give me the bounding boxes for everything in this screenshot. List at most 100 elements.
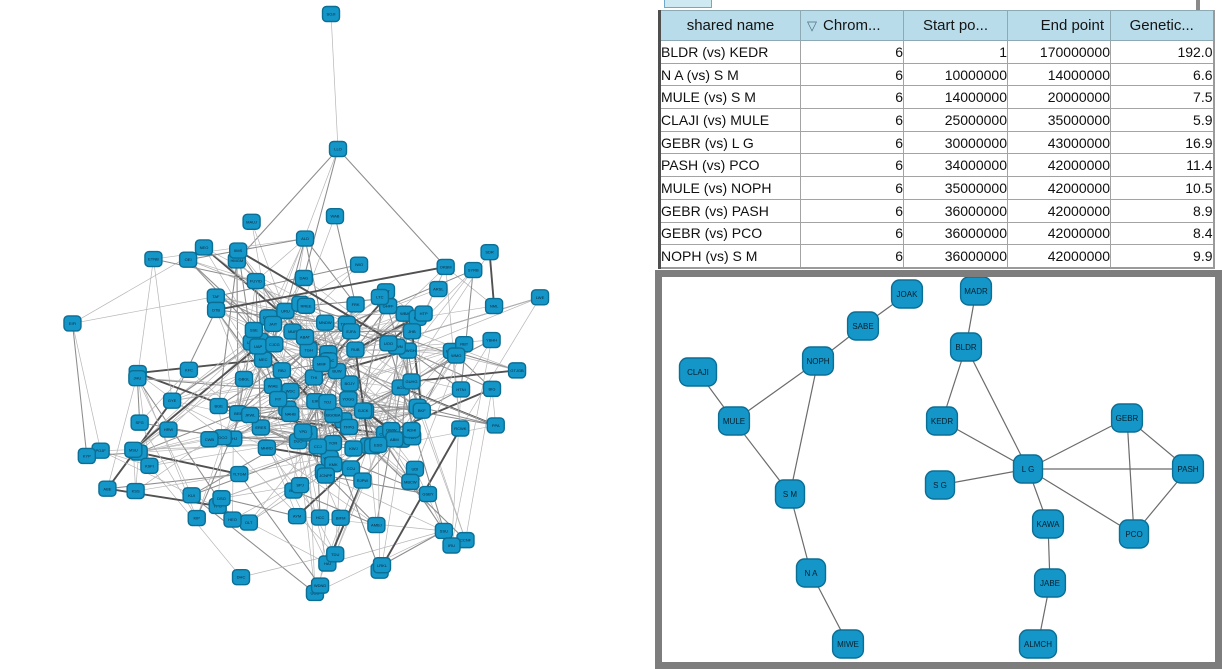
- network-node[interactable]: KAWA: [1031, 509, 1065, 539]
- network-node[interactable]: LRKL: [372, 557, 392, 574]
- table-cell-chromosome[interactable]: 6: [800, 176, 904, 200]
- network-node[interactable]: JABE: [1033, 568, 1067, 598]
- network-node[interactable]: HRW: [159, 421, 178, 438]
- network-node[interactable]: ESD: [369, 436, 388, 453]
- table-cell-end_point[interactable]: 42000000: [1007, 198, 1111, 223]
- network-node[interactable]: RCWK: [451, 420, 470, 437]
- network-node[interactable]: YOR: [323, 434, 343, 452]
- network-node[interactable]: SDR: [480, 244, 499, 261]
- network-node[interactable]: S G: [924, 470, 956, 500]
- network-node[interactable]: KUI: [182, 487, 201, 504]
- network-node[interactable]: BIG: [482, 380, 502, 398]
- network-node[interactable]: IRU: [442, 537, 461, 554]
- network-node[interactable]: RBJ: [272, 362, 292, 379]
- network-node[interactable]: MBCW: [401, 473, 420, 491]
- table-cell-shared_name[interactable]: CLAJI (vs) MULE: [659, 108, 801, 132]
- table-cell-genetic[interactable]: 7.5: [1110, 85, 1214, 110]
- table-cell-chromosome[interactable]: 6: [800, 85, 904, 110]
- column-header-end_point[interactable]: End point: [1007, 10, 1111, 41]
- network-node[interactable]: RREE: [296, 297, 316, 315]
- table-cell-start_point[interactable]: 1: [903, 40, 1008, 64]
- table-row[interactable]: CLAJI (vs) MULE 6 25000000 35000000 5.9: [659, 108, 1214, 132]
- table-row[interactable]: GEBR (vs) PCO 6 36000000 42000000 8.4: [659, 221, 1214, 246]
- network-node[interactable]: ABM: [385, 431, 404, 448]
- network-node[interactable]: KWJ: [344, 440, 363, 457]
- network-node[interactable]: WMO: [447, 347, 466, 364]
- table-cell-end_point[interactable]: 170000000: [1007, 40, 1111, 64]
- table-cell-shared_name[interactable]: MULE (vs) NOPH: [659, 176, 801, 200]
- overview-network-panel[interactable]: SOJILLOBEEERESHMGMCCFHBDFDUOHAIWBAOCPKSF…: [0, 0, 655, 669]
- network-node[interactable]: CJCG: [265, 336, 284, 353]
- network-node[interactable]: LWE: [530, 289, 550, 306]
- table-cell-start_point[interactable]: 30000000: [903, 130, 1008, 155]
- table-cell-genetic[interactable]: 16.9: [1110, 130, 1214, 155]
- network-node[interactable]: HCC: [310, 509, 330, 526]
- network-node[interactable]: SYRB: [464, 261, 483, 279]
- network-node[interactable]: MNDW: [315, 314, 335, 331]
- network-node[interactable]: PPA: [486, 417, 505, 434]
- network-node[interactable]: LTC: [370, 288, 390, 306]
- table-row[interactable]: MULE (vs) NOPH 6 35000000 42000000 10.5: [659, 176, 1214, 200]
- column-header-start_point[interactable]: Start po...: [903, 10, 1008, 41]
- network-node[interactable]: KSFI: [140, 457, 159, 475]
- network-node[interactable]: GJCK: [353, 402, 373, 419]
- table-row[interactable]: GEBR (vs) L G 6 30000000 43000000 16.9: [659, 130, 1214, 155]
- overview-network-svg[interactable]: SOJILLOBEEERESHMGMCCFHBDFDUOHAIWBAOCPKSF…: [0, 0, 655, 669]
- filter-icon[interactable]: ▽: [807, 18, 817, 33]
- table-cell-genetic[interactable]: 5.9: [1110, 108, 1214, 132]
- network-node[interactable]: UAP: [248, 338, 268, 355]
- network-node[interactable]: GYE: [162, 392, 182, 409]
- network-node[interactable]: JCNPP: [316, 467, 335, 484]
- table-cell-chromosome[interactable]: 6: [800, 40, 904, 64]
- table-cell-genetic[interactable]: 10.5: [1110, 176, 1214, 200]
- network-node[interactable]: KFC: [179, 361, 199, 378]
- network-node[interactable]: NAHB: [281, 405, 300, 423]
- table-cell-end_point[interactable]: 42000000: [1007, 221, 1111, 246]
- table-cell-shared_name[interactable]: N A (vs) S M: [659, 62, 801, 87]
- network-node[interactable]: DSO: [212, 490, 231, 507]
- table-row[interactable]: MULE (vs) S M 6 14000000 20000000 7.5: [659, 85, 1214, 110]
- network-node[interactable]: GEBR: [1110, 403, 1144, 433]
- network-node[interactable]: MAUJ: [242, 213, 261, 231]
- network-node[interactable]: ARSL: [429, 280, 448, 298]
- network-node[interactable]: OEI: [178, 251, 198, 268]
- network-node[interactable]: MULE: [717, 406, 751, 436]
- network-node[interactable]: NML: [484, 297, 504, 315]
- network-node[interactable]: JHU: [128, 370, 147, 387]
- network-node[interactable]: UDI: [405, 460, 425, 478]
- table-cell-genetic[interactable]: 192.0: [1110, 40, 1214, 64]
- network-node[interactable]: KEDR: [925, 406, 959, 436]
- table-row[interactable]: BLDR (vs) KEDR 6 1 170000000 192.0: [659, 40, 1214, 64]
- table-row[interactable]: NOPH (vs) S M 6 36000000 42000000 9.9: [659, 244, 1214, 269]
- table-cell-end_point[interactable]: 14000000: [1007, 62, 1111, 87]
- table-cell-end_point[interactable]: 42000000: [1007, 176, 1111, 200]
- network-node[interactable]: MMF: [312, 355, 331, 373]
- network-node[interactable]: YOGG: [339, 390, 358, 408]
- network-node[interactable]: CWB: [200, 431, 219, 448]
- table-cell-chromosome[interactable]: 6: [800, 198, 904, 223]
- network-node[interactable]: ALMCH: [1018, 629, 1058, 659]
- table-cell-start_point[interactable]: 14000000: [903, 85, 1008, 110]
- table-cell-start_point[interactable]: 34000000: [903, 153, 1008, 178]
- table-cell-start_point[interactable]: 25000000: [903, 108, 1008, 132]
- network-node[interactable]: IWO: [349, 256, 369, 273]
- network-node[interactable]: JKWL: [240, 406, 260, 424]
- network-node[interactable]: JOAK: [890, 279, 924, 309]
- table-row[interactable]: PASH (vs) PCO 6 34000000 42000000 11.4: [659, 153, 1214, 178]
- network-node[interactable]: RJPW: [353, 472, 372, 489]
- network-node[interactable]: ABE: [98, 480, 117, 497]
- table-cell-start_point[interactable]: 36000000: [903, 244, 1008, 269]
- network-node[interactable]: ABAT: [295, 328, 315, 346]
- table-cell-shared_name[interactable]: GEBR (vs) L G: [659, 130, 801, 155]
- table-cell-end_point[interactable]: 42000000: [1007, 244, 1111, 269]
- network-node[interactable]: WAB: [325, 207, 345, 225]
- network-node[interactable]: OKBM: [436, 258, 455, 276]
- column-header-chromosome[interactable]: ▽ Chrom...: [800, 10, 904, 41]
- network-node[interactable]: TOJ: [318, 393, 337, 411]
- network-node[interactable]: L G: [1012, 454, 1044, 484]
- table-cell-shared_name[interactable]: MULE (vs) S M: [659, 85, 801, 110]
- network-node[interactable]: ADHI: [402, 421, 421, 439]
- network-node[interactable]: HEO: [223, 511, 242, 528]
- table-row[interactable]: GEBR (vs) PASH 6 36000000 42000000 8.9: [659, 198, 1214, 223]
- network-node[interactable]: NOPH: [801, 346, 835, 376]
